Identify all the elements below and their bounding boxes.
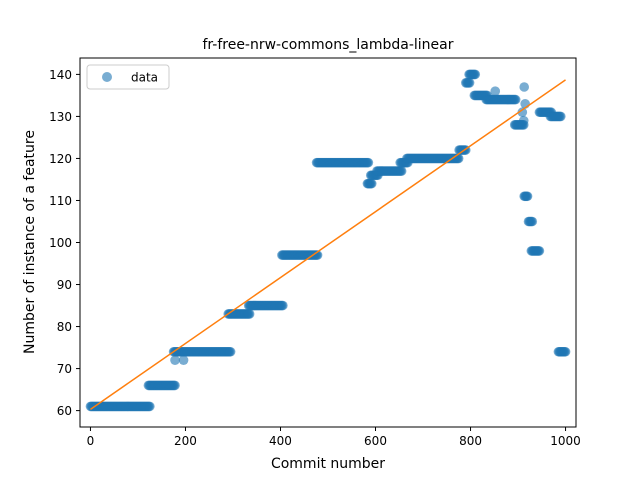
data-point (510, 94, 521, 105)
data-segment (168, 346, 236, 357)
x-tick-label: 400 (269, 434, 292, 448)
data-point (366, 178, 377, 189)
data-segment (481, 94, 521, 105)
data-point (517, 107, 528, 118)
data-point (464, 78, 475, 88)
ticks-layer: 0 200 400 600 800 1000 60 70 80 90 100 110 120 130 140 (49, 68, 581, 448)
data-point (527, 216, 538, 227)
x-tick-label: 200 (174, 434, 197, 448)
data-point (519, 82, 530, 92)
data-point (453, 153, 464, 164)
x-axis-label: Commit number (271, 456, 385, 472)
data-segment (526, 246, 545, 256)
y-tick-label: 110 (49, 194, 72, 208)
x-tick-label: 600 (364, 434, 387, 448)
data-segment (464, 69, 481, 80)
data-point (522, 191, 533, 202)
data-segment (372, 166, 407, 176)
data-point (145, 401, 155, 412)
y-tick-label: 100 (49, 236, 72, 250)
data-point (170, 355, 180, 365)
data-segment (362, 178, 377, 189)
data-segment (553, 346, 571, 357)
chart-title: fr-free-nrw-commons_lambda-linear (202, 37, 453, 53)
data-point (170, 380, 180, 391)
data-point (470, 69, 481, 80)
y-tick-label: 90 (57, 278, 72, 292)
y-tick-label: 60 (57, 404, 72, 418)
data-point (518, 115, 529, 126)
data-segment (545, 111, 566, 122)
data-segment (402, 153, 464, 164)
y-tick-label: 80 (57, 320, 72, 334)
data-segment (85, 401, 155, 412)
data-point (178, 355, 189, 365)
data-segment (469, 90, 492, 101)
legend-box (86, 64, 170, 90)
data-segment (311, 157, 374, 168)
data-segment (243, 300, 288, 311)
data-point (556, 111, 566, 122)
data-point (278, 300, 288, 311)
data-segment (523, 216, 538, 227)
y-tick-label: 70 (57, 362, 72, 376)
x-tick-label: 1000 (550, 434, 581, 448)
data-point (396, 166, 407, 176)
data-point (225, 346, 236, 357)
x-tick-label: 0 (87, 434, 95, 448)
plot-area (85, 69, 571, 412)
data-point (244, 309, 255, 319)
data-segment (460, 78, 475, 88)
y-tick-label: 130 (49, 110, 72, 124)
data-point (363, 157, 374, 168)
data-point (490, 86, 501, 96)
y-tick-label: 120 (49, 152, 72, 166)
legend-marker-data (102, 72, 112, 82)
data-point (560, 346, 571, 357)
x-tick-label: 800 (459, 434, 482, 448)
data-segment (519, 191, 533, 202)
y-axis-label: Number of instance of a feature (22, 130, 38, 354)
legend-label-data: data (131, 71, 158, 85)
y-tick-label: 140 (49, 68, 72, 82)
data-segment (277, 250, 323, 260)
fit-line (90, 79, 566, 410)
data-segment (143, 380, 180, 391)
data-point (534, 246, 545, 256)
legend: data (86, 64, 170, 90)
